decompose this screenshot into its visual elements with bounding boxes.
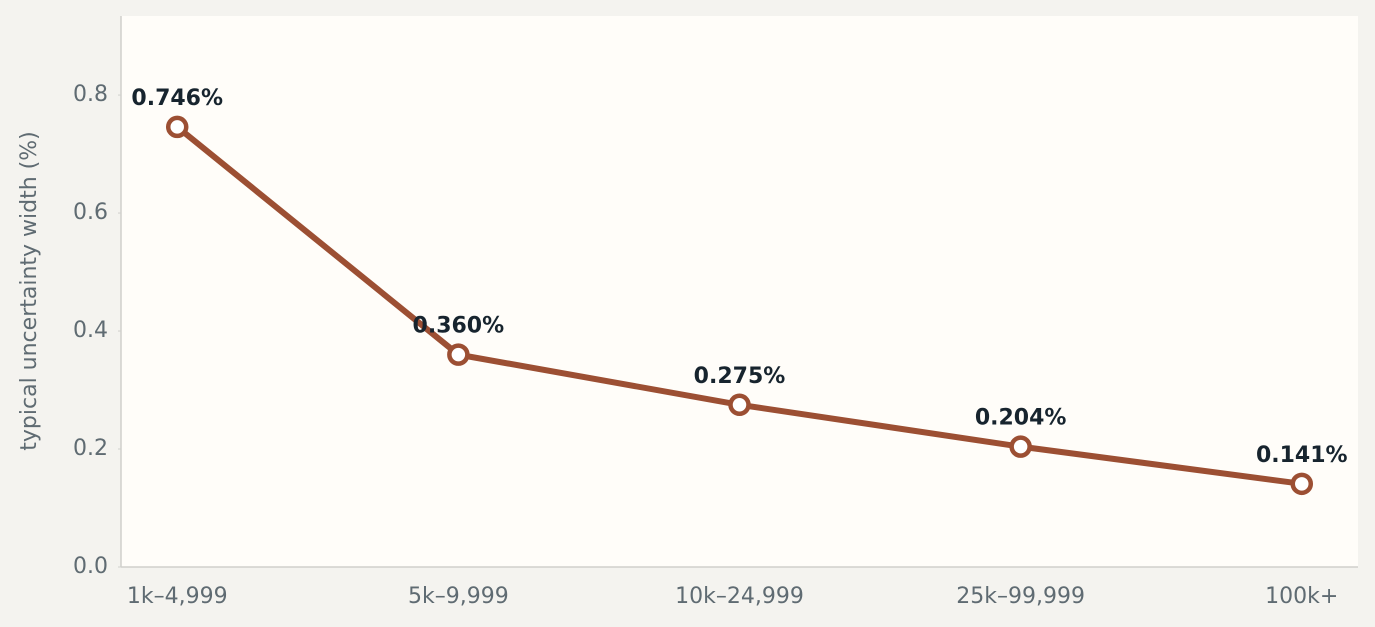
x-tick-label: 10k–24,999 bbox=[675, 584, 804, 609]
y-tick-label: 0.6 bbox=[73, 200, 108, 225]
x-tick-label: 5k–9,999 bbox=[408, 584, 509, 609]
y-tick-label: 0.8 bbox=[73, 82, 108, 107]
y-tick-label: 0.2 bbox=[73, 436, 108, 461]
data-label: 0.141% bbox=[1256, 443, 1348, 468]
y-tick-label: 0.0 bbox=[73, 554, 108, 579]
plot-area bbox=[121, 16, 1358, 567]
data-label: 0.204% bbox=[975, 406, 1067, 431]
x-tick-label: 1k–4,999 bbox=[127, 584, 228, 609]
data-label: 0.360% bbox=[413, 314, 505, 339]
data-point bbox=[1290, 472, 1314, 496]
data-point bbox=[165, 115, 189, 139]
x-tick-label: 100k+ bbox=[1265, 584, 1338, 609]
y-axis-label: typical uncertainty width (%) bbox=[17, 131, 42, 450]
y-tick-label: 0.4 bbox=[73, 318, 108, 343]
data-label: 0.746% bbox=[131, 86, 223, 111]
x-tick-label: 25k–99,999 bbox=[956, 584, 1085, 609]
data-point bbox=[728, 393, 751, 417]
data-point bbox=[1009, 435, 1032, 458]
data-point bbox=[447, 343, 470, 366]
data-label: 0.275% bbox=[694, 364, 786, 389]
